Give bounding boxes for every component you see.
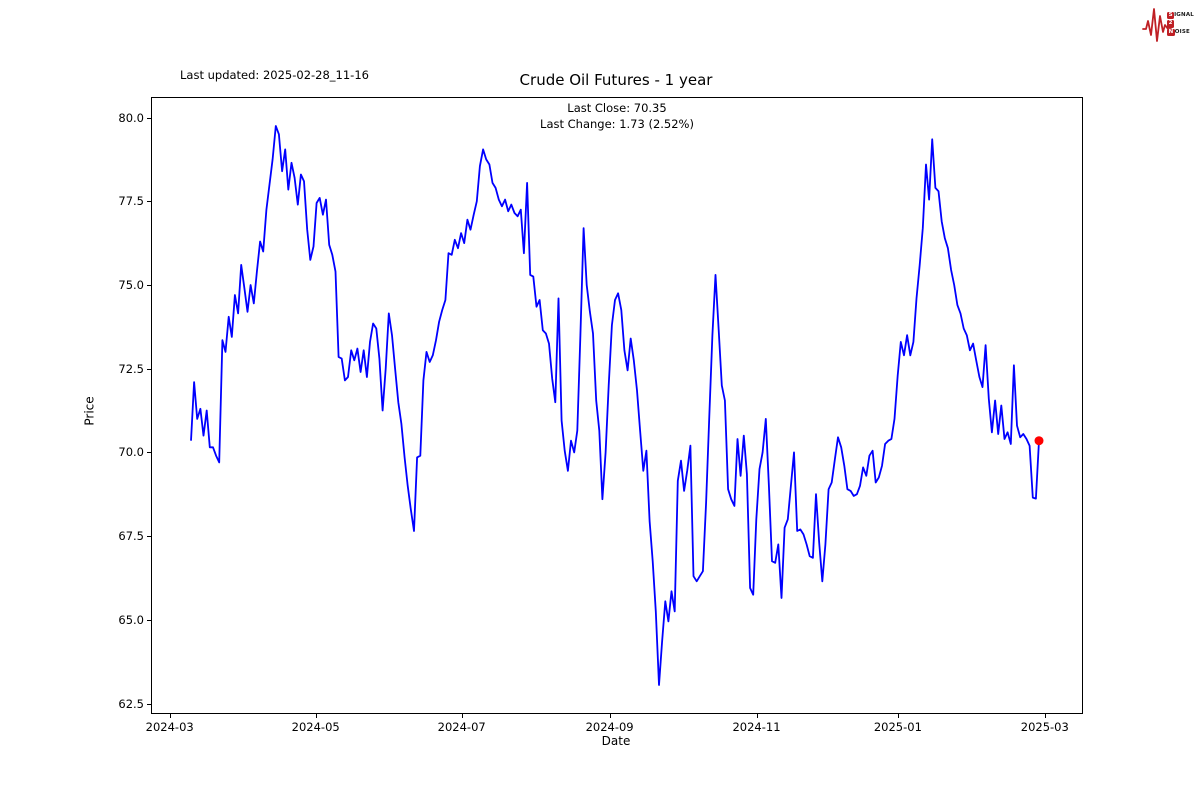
y-tick-mark — [147, 368, 151, 370]
signal2noise-logo: S IGNAL 2 N OISE — [1142, 4, 1194, 44]
plot-area: Last Close: 70.35 Last Change: 1.73 (2.5… — [118, 97, 1083, 734]
logo-row-2: 2 — [1167, 20, 1194, 28]
last-updated-text: Last updated: 2025-02-28_11-16 — [180, 68, 369, 82]
y-tick-mark — [147, 536, 151, 538]
x-tick-label: 2024-07 — [437, 720, 486, 734]
x-tick-mark — [897, 714, 899, 718]
chart-annotation: Last Close: 70.35 Last Change: 1.73 (2.5… — [152, 100, 1082, 132]
x-tick-label: 2024-11 — [732, 720, 781, 734]
y-tick-label: 75.0 — [118, 278, 144, 292]
x-tick-label: 2024-03 — [145, 720, 194, 734]
chart-title: Crude Oil Futures - 1 year — [519, 71, 713, 89]
x-tick-label: 2024-09 — [585, 720, 634, 734]
y-tick-mark — [147, 703, 151, 705]
waveform-icon — [1142, 8, 1172, 42]
y-tick-label: 77.5 — [118, 194, 144, 209]
x-tick-mark — [1044, 714, 1046, 718]
annotation-last-change: Last Change: 1.73 (2.52%) — [540, 117, 694, 131]
logo-badge-n: N — [1167, 28, 1175, 37]
y-tick-label: 70.0 — [118, 445, 144, 460]
x-axis-label: Date — [601, 734, 631, 748]
price-line-svg — [190, 125, 1044, 686]
y-tick-mark — [147, 201, 151, 203]
logo-badge-s: S — [1167, 11, 1175, 20]
x-tick-label: 2025-01 — [873, 720, 922, 734]
y-tick-label: 65.0 — [118, 612, 144, 627]
x-tick-mark — [461, 714, 463, 718]
logo-badge-2: 2 — [1167, 20, 1174, 28]
y-tick-label: 72.5 — [118, 361, 144, 376]
last-close-marker — [1034, 436, 1044, 446]
y-tick-label: 67.5 — [118, 529, 144, 544]
x-tick-mark — [609, 714, 611, 718]
logo-text: S IGNAL 2 N OISE — [1167, 11, 1194, 37]
x-tick-mark — [315, 714, 317, 718]
y-tick-mark — [147, 285, 151, 286]
x-tick-mark — [756, 714, 758, 718]
logo-row-noise: N OISE — [1167, 28, 1194, 37]
annotation-last-close: Last Close: 70.35 — [567, 101, 667, 115]
logo-text-ignal: IGNAL — [1174, 11, 1194, 18]
logo-text-oise: OISE — [1174, 28, 1190, 35]
y-tick-mark — [147, 619, 151, 621]
x-tick-label: 2024-05 — [291, 720, 340, 734]
y-tick-label: 62.5 — [118, 696, 144, 711]
x-tick-label: 2025-03 — [1020, 720, 1069, 734]
y-tick-mark — [147, 452, 151, 454]
logo-row-signal: S IGNAL — [1167, 11, 1194, 20]
x-tick-mark — [169, 714, 171, 718]
y-tick-label: 80.0 — [118, 110, 144, 125]
price-line — [190, 125, 1040, 686]
y-tick-mark — [147, 117, 151, 119]
y-axis-label: Price — [82, 396, 97, 426]
